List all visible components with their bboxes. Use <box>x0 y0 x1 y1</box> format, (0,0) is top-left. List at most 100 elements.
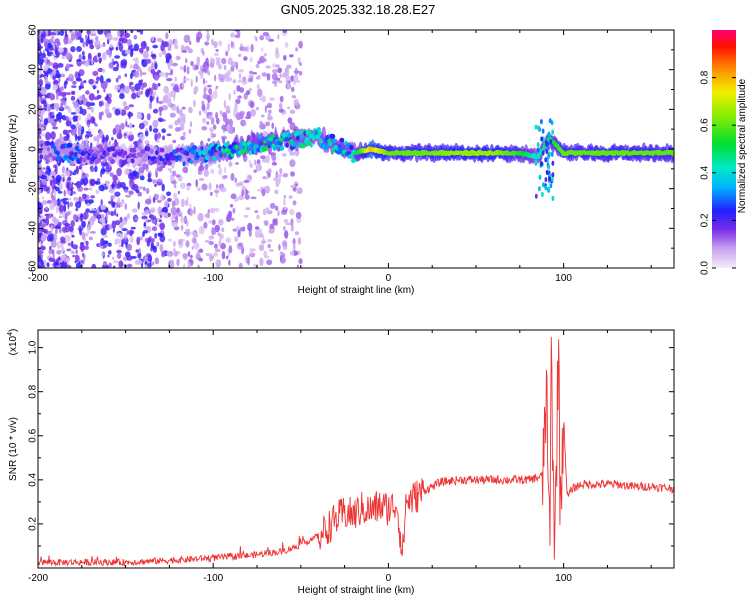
spectrogram-cell <box>43 186 50 192</box>
spectrogram-cell <box>117 75 122 80</box>
spectrogram-cell <box>278 80 283 84</box>
spectrogram-cell <box>56 42 60 49</box>
spectrogram-cell <box>84 60 90 67</box>
spectrogram-cell <box>117 30 121 38</box>
spectrogram-cell <box>116 167 122 177</box>
spectrogram-ridge-cell <box>319 138 323 144</box>
spectrogram-cell <box>223 65 227 70</box>
spectrogram-marks <box>38 30 674 268</box>
spectrogram-cell <box>168 95 172 104</box>
spectrogram-cell <box>190 61 194 66</box>
spectrogram-cell <box>241 189 244 197</box>
spectrogram-ridge-cell <box>44 140 51 146</box>
spectrogram-cell <box>261 72 268 77</box>
spectrogram-cell <box>159 222 165 231</box>
spectrogram-cell <box>244 116 252 120</box>
spectrogram-cell <box>77 213 81 217</box>
spectrogram-cell <box>76 59 82 62</box>
spectrogram-cell <box>230 40 234 48</box>
spectrogram-cell <box>290 75 294 82</box>
spectrogram-cell <box>237 229 240 238</box>
spectrogram-cell <box>88 128 91 132</box>
spectrogram-ridge-cell <box>300 134 304 140</box>
spectrogram-cell <box>91 107 94 113</box>
spectrogram-cell <box>38 216 41 224</box>
spectrogram-cell <box>121 59 128 67</box>
spectrogram-cell <box>181 81 185 90</box>
spectrogram-disturbance-cell <box>551 160 555 166</box>
spectrogram-cell <box>234 34 241 39</box>
spectrogram-cell <box>40 114 44 123</box>
spectrogram-cell <box>189 209 193 217</box>
spectrogram-cell <box>204 163 209 170</box>
spectrogram-cell <box>280 256 286 264</box>
spectrogram-cell <box>206 102 210 111</box>
spectrogram-cell <box>87 39 93 45</box>
spectrogram-cell <box>187 261 191 268</box>
spectrogram-cell <box>83 211 89 220</box>
spectrogram-cell <box>198 257 203 262</box>
spectrogram-cell <box>172 139 177 144</box>
spectrogram-cell <box>103 240 109 245</box>
spectrogram-cell <box>90 215 96 222</box>
spectrogram-cell <box>150 51 153 55</box>
spectrogram-cell <box>290 171 295 177</box>
spectrogram-cell <box>128 190 134 195</box>
spectrogram-ridge-cell <box>279 145 284 151</box>
spectrogram-cell <box>81 174 87 179</box>
spectrogram-cell <box>62 165 65 174</box>
spectrogram-cell <box>52 252 55 259</box>
spectrogram-cell <box>129 81 134 86</box>
spectrogram-cell <box>256 214 260 220</box>
spectrogram-cell <box>47 106 52 112</box>
snr-frame <box>37 329 675 569</box>
spectrogram-cell <box>176 105 180 114</box>
spectrogram-cell <box>214 74 217 82</box>
spectrogram-cell <box>235 162 239 165</box>
spectrogram-disturbance-cell <box>536 147 540 153</box>
spectrogram-cell <box>60 102 63 110</box>
spectrogram-cell <box>90 30 96 35</box>
spectrogram-cell <box>108 262 112 268</box>
spectrogram-cell <box>45 41 48 49</box>
spectrogram-cell <box>292 238 296 245</box>
spectrogram-disturbance-cell <box>551 172 555 178</box>
spectrogram-cell <box>39 264 46 268</box>
spectrogram-cell <box>56 198 61 207</box>
spectrogram-ridge-cell <box>39 154 43 160</box>
spectrogram-cell <box>41 113 44 116</box>
spectrogram-cell <box>124 216 128 222</box>
spectrogram-cell <box>46 43 52 49</box>
spectrogram-cell <box>293 242 296 252</box>
spectrogram-cell <box>152 196 156 203</box>
spectrogram-cell <box>248 88 253 92</box>
spectrogram-cell <box>279 167 283 175</box>
spectrogram-cell <box>87 124 90 127</box>
spectrogram-ridge-cell <box>269 134 275 140</box>
spectrogram-cell <box>114 55 121 59</box>
spectrogram-cell <box>43 65 49 72</box>
spectrogram-cell <box>40 215 44 219</box>
spectrogram-cell <box>102 186 105 190</box>
spectrogram-cell <box>272 63 276 68</box>
spectrogram-cell <box>114 208 117 216</box>
spectrogram-cell <box>113 61 119 64</box>
spectrogram-cell <box>218 238 222 247</box>
spectrogram-cell <box>295 188 301 192</box>
spectrogram-cell <box>128 133 134 142</box>
spectrogram-cell <box>87 113 92 120</box>
spectrogram-cell <box>87 133 93 138</box>
spectrogram-cell <box>135 249 139 253</box>
spectrogram-cell <box>40 99 47 105</box>
spectrogram-cell <box>227 43 230 52</box>
spectrogram-cell <box>56 92 59 101</box>
spectrogram-cell <box>114 191 121 197</box>
spectrogram-cell <box>204 213 210 218</box>
spectrogram-cell <box>104 180 110 185</box>
spectrogram-cell <box>275 47 279 55</box>
spectrogram-cell <box>95 80 98 84</box>
spectrogram-cell <box>75 35 79 41</box>
spectrogram-cell <box>46 167 52 176</box>
spectrogram-cell <box>214 207 220 212</box>
spectrogram-cell <box>269 202 276 209</box>
